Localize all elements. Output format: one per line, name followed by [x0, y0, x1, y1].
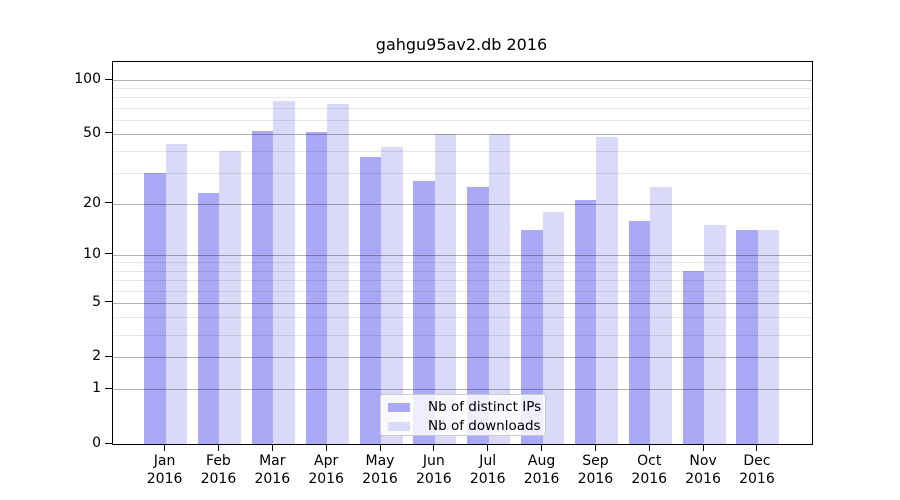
x-tick-label: Nov 2016	[685, 453, 721, 487]
legend-swatch-downloads	[388, 422, 410, 431]
y-gridline-minor	[113, 151, 812, 153]
y-tick	[105, 355, 112, 357]
y-tick-label: 5	[92, 293, 101, 310]
plot-area: Nb of distinct IPs Nb of downloads	[112, 61, 813, 445]
bar-distinct-ips	[413, 181, 435, 444]
bar-distinct-ips	[521, 230, 543, 444]
legend-label-downloads: Nb of downloads	[428, 418, 541, 434]
y-gridline-minor	[113, 334, 812, 336]
y-gridline-major	[113, 203, 812, 205]
x-tick-label: Apr 2016	[308, 453, 344, 487]
bar-downloads	[488, 133, 511, 444]
x-tick	[379, 444, 381, 451]
x-tick	[541, 444, 543, 451]
grid-layer	[113, 62, 812, 444]
bar-distinct-ips	[305, 132, 328, 444]
x-tick	[648, 444, 650, 451]
bar-distinct-ips	[251, 130, 274, 444]
y-gridline-major	[113, 133, 812, 135]
bar-downloads	[434, 133, 457, 444]
y-gridline-minor	[113, 173, 812, 175]
x-tick-label: Mar 2016	[254, 453, 291, 487]
y-gridline-minor	[113, 262, 812, 264]
x-tick	[702, 444, 704, 451]
bar-downloads	[327, 103, 349, 444]
bar-downloads	[165, 143, 188, 444]
chart-title: gahgu95av2.db 2016	[375, 35, 548, 54]
x-tick-label: Feb 2016	[200, 453, 237, 487]
y-tick	[105, 442, 112, 444]
y-gridline-major	[113, 389, 812, 391]
bar-distinct-ips	[359, 157, 381, 444]
x-tick-label: Jan 2016	[146, 453, 183, 487]
legend-label-distinct-ips: Nb of distinct IPs	[428, 399, 542, 415]
y-gridline-minor	[113, 88, 812, 90]
x-tick	[217, 444, 219, 451]
y-tick	[105, 78, 112, 80]
x-tick	[271, 444, 273, 451]
legend-item-distinct-ips: Nb of distinct IPs	[381, 398, 545, 417]
y-gridline-minor	[113, 290, 812, 292]
legend-item-downloads: Nb of downloads	[381, 417, 545, 436]
bar-distinct-ips	[467, 187, 489, 444]
bar-distinct-ips	[682, 270, 705, 444]
x-tick-label: Oct 2016	[631, 453, 668, 487]
x-tick	[487, 444, 489, 451]
bar-distinct-ips	[574, 200, 597, 444]
x-tick	[164, 444, 166, 451]
y-gridline-minor	[113, 97, 812, 99]
y-tick	[105, 253, 112, 255]
x-tick	[594, 444, 596, 451]
bar-downloads	[381, 147, 403, 444]
bars-layer	[113, 62, 812, 444]
bar-distinct-ips	[144, 173, 166, 444]
y-tick-label: 2	[92, 348, 101, 365]
y-gridline-major	[113, 357, 812, 359]
bar-downloads	[542, 211, 565, 444]
bar-downloads	[273, 101, 295, 444]
x-tick-label: Sep 2016	[577, 453, 614, 487]
y-tick	[105, 132, 112, 134]
bar-distinct-ips	[197, 193, 220, 444]
y-gridline-major	[113, 254, 812, 256]
y-gridline-minor	[113, 270, 812, 272]
y-gridline-minor	[113, 317, 812, 319]
y-tick-label: 1	[92, 380, 101, 397]
x-tick	[325, 444, 327, 451]
x-tick-label: Dec 2016	[739, 453, 775, 487]
y-tick-label: 0	[92, 435, 101, 451]
legend: Nb of distinct IPs Nb of downloads	[380, 394, 546, 436]
y-tick-label: 50	[83, 124, 101, 141]
y-gridline-major	[113, 302, 812, 304]
y-tick-label: 10	[83, 245, 101, 262]
y-tick	[105, 202, 112, 204]
bar-downloads	[219, 151, 241, 444]
bar-distinct-ips	[736, 230, 758, 444]
bar-downloads	[757, 230, 780, 444]
x-tick	[433, 444, 435, 451]
y-gridline-minor	[113, 280, 812, 282]
y-tick-label: 100	[74, 71, 101, 88]
x-tick-label: May 2016	[362, 453, 398, 487]
x-tick-label: Jul 2016	[469, 453, 506, 487]
bar-downloads	[650, 187, 672, 444]
y-gridline-major	[113, 80, 812, 82]
bar-downloads	[704, 225, 726, 444]
y-gridline-minor	[113, 119, 812, 121]
y-tick-label: 20	[83, 194, 101, 211]
bar-downloads	[596, 137, 618, 444]
y-tick	[105, 387, 112, 389]
x-tick-label: Jun 2016	[416, 453, 452, 487]
y-tick	[105, 301, 112, 303]
x-tick	[756, 444, 758, 451]
x-tick-label: Aug 2016	[523, 453, 560, 487]
y-gridline-minor	[113, 107, 812, 109]
bar-distinct-ips	[628, 220, 651, 444]
legend-swatch-distinct-ips	[388, 403, 410, 412]
